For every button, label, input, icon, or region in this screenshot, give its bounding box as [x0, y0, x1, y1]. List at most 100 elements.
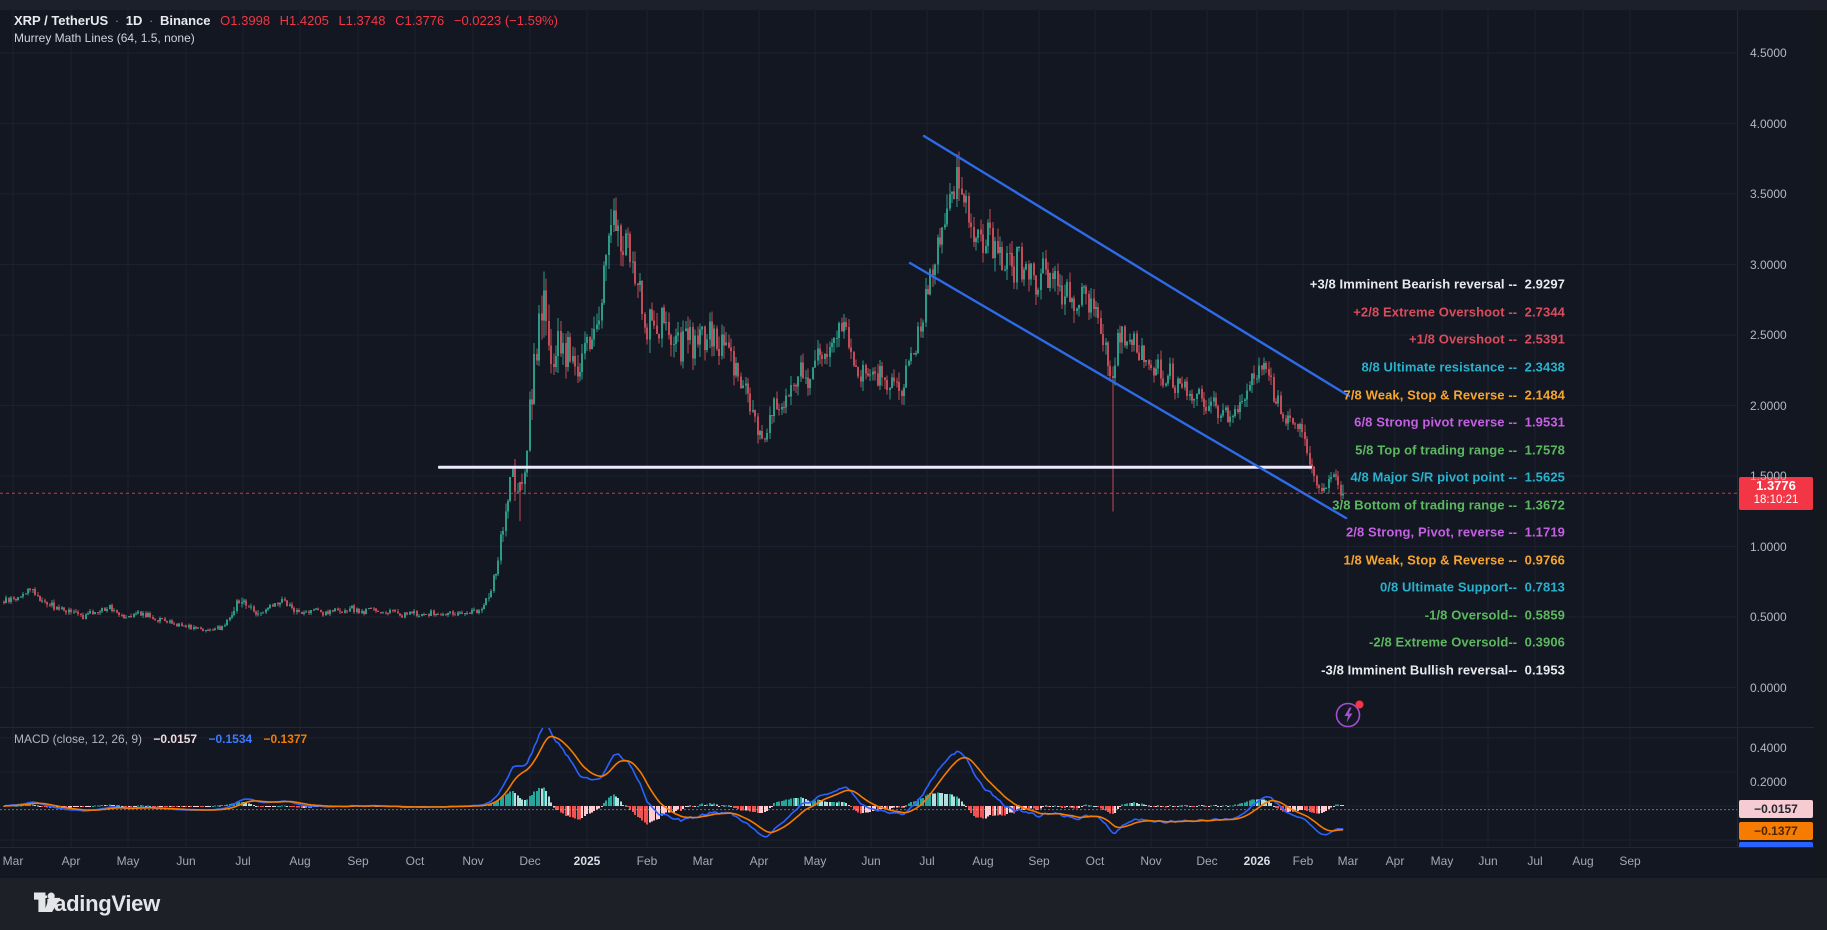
interval-label[interactable]: 1D	[125, 13, 143, 28]
macd-pane[interactable]	[0, 727, 1737, 847]
trend-line-drawing[interactable]	[922, 134, 1351, 398]
macd-hist-bar	[1309, 806, 1311, 813]
time-axis[interactable]: Mar Apr May Jun Jul Aug Sep Oct Nov Dec 2025 Feb Mar…	[0, 848, 1827, 877]
price-axis[interactable]: 1.3776 18:10:21 −0.0157 −0.1377 4.5000 4.…	[1738, 10, 1827, 847]
candle-body	[526, 450, 528, 473]
time-axis-month-label: Jul	[919, 854, 935, 868]
macd-hist-bar	[586, 806, 588, 814]
candle-body	[790, 385, 792, 397]
candle-body	[1213, 397, 1215, 402]
macd-hist-bar	[536, 790, 538, 806]
candle-body	[279, 602, 281, 605]
macd-hist-bar	[980, 806, 982, 818]
murrey-level-label: 8/8 Ultimate resistance -- 2.3438	[1361, 359, 1565, 375]
candle-body	[147, 613, 149, 618]
candle-body	[1205, 407, 1207, 411]
candle-body	[735, 362, 737, 376]
macd-hist-bar	[572, 806, 574, 818]
time-axis-month-label: Jun	[861, 854, 881, 868]
macd-hist-bar	[185, 806, 187, 807]
macd-hist-bar	[819, 800, 821, 806]
pane-divider[interactable]	[0, 727, 1827, 728]
murrey-level-label: 6/8 Strong pivot reverse -- 1.9531	[1354, 414, 1565, 430]
candle-body	[99, 611, 101, 613]
ideas-bubble-button[interactable]	[1333, 698, 1367, 732]
main-price-pane[interactable]	[0, 10, 1737, 727]
macd-hist-bar	[646, 806, 648, 825]
macd-hist-bar	[137, 805, 139, 807]
candle-body	[896, 381, 898, 383]
indicator-legend-murrey[interactable]: Murrey Math Lines (64, 1.5, none)	[14, 31, 195, 45]
macd-hist-bar	[1155, 806, 1157, 807]
macd-line-value: −0.1534	[208, 732, 253, 746]
macd-legend[interactable]: MACD (close, 12, 26, 9) −0.0157 −0.1534 …	[14, 732, 307, 746]
macd-hist-bar	[1088, 805, 1090, 807]
macd-hist-bar	[190, 806, 192, 807]
trend-line-drawing[interactable]	[908, 261, 1348, 520]
macd-hist-bar	[553, 806, 555, 808]
macd-hist-bar	[1220, 806, 1222, 807]
time-axis-month-label: Sep	[1619, 854, 1641, 868]
candle-body	[269, 604, 271, 609]
candle-body	[1193, 398, 1195, 401]
candle-body	[133, 613, 135, 618]
candle-body	[61, 607, 63, 610]
candle-body	[1090, 298, 1092, 313]
symbol-title[interactable]: XRP / TetherUS	[14, 13, 109, 28]
candle-body	[56, 606, 58, 610]
macd-hist-bar	[1145, 805, 1147, 807]
macd-title[interactable]: MACD (close, 12, 26, 9)	[14, 732, 143, 746]
candle-body	[740, 376, 742, 389]
candle-body	[589, 337, 591, 350]
candle-body	[1328, 479, 1330, 489]
candle-body	[1119, 332, 1121, 343]
candle-body	[363, 611, 365, 615]
macd-hist-bar	[1030, 806, 1032, 809]
macd-hist-bar	[109, 804, 111, 806]
tradingview-brand-link[interactable]: TradingView	[34, 891, 160, 917]
candle-body	[985, 246, 987, 253]
candle-body	[769, 415, 771, 433]
murrey-level-label: +1/8 Overshoot -- 2.5391	[1408, 331, 1565, 347]
candle-body	[884, 377, 886, 381]
candle-body	[1016, 247, 1018, 283]
candle-body	[785, 395, 787, 408]
horizontal-line-drawing[interactable]	[438, 465, 1312, 469]
price-axis-tick: 4.5000	[1750, 46, 1787, 60]
candle-body	[385, 612, 387, 614]
candle-body	[1261, 365, 1263, 370]
macd-hist-bar	[1049, 806, 1051, 807]
candle-body	[1222, 409, 1224, 416]
macd-hist-bar	[1150, 806, 1152, 807]
candle-body	[1318, 485, 1320, 488]
macd-hist-bar	[524, 800, 526, 806]
macd-hist-bar	[824, 801, 826, 806]
macd-hist-bar	[843, 802, 845, 806]
macd-hist-bar	[855, 806, 857, 812]
candle-body	[325, 611, 327, 616]
candle-body	[272, 604, 274, 607]
macd-hist-bar	[209, 805, 211, 807]
candle-body	[226, 620, 228, 626]
candle-body	[944, 224, 946, 228]
macd-hist-bar	[1318, 806, 1320, 814]
candle-body	[838, 322, 840, 338]
macd-hist-bar	[229, 804, 231, 806]
symbol-legend[interactable]: XRP / TetherUS · 1D · Binance O1.3998 H1…	[14, 13, 558, 28]
macd-hist-bar	[1261, 799, 1263, 806]
candle-body	[1049, 272, 1051, 288]
macd-hist-bar	[740, 806, 742, 811]
candle-body	[521, 481, 523, 485]
chart-region[interactable]: XRP / TetherUS · 1D · Binance O1.3998 H1…	[0, 10, 1827, 877]
macd-hist-bar	[893, 806, 895, 808]
candle-body	[565, 342, 567, 368]
macd-hist-bar	[783, 800, 785, 806]
candle-body	[855, 365, 857, 367]
candle-body	[433, 610, 435, 616]
macd-hist-bar	[905, 805, 907, 807]
candle-body	[373, 608, 375, 610]
candle-body	[793, 385, 795, 387]
candle-body	[999, 247, 1001, 254]
macd-hist-bar	[841, 802, 843, 806]
macd-hist-bar	[70, 806, 72, 808]
